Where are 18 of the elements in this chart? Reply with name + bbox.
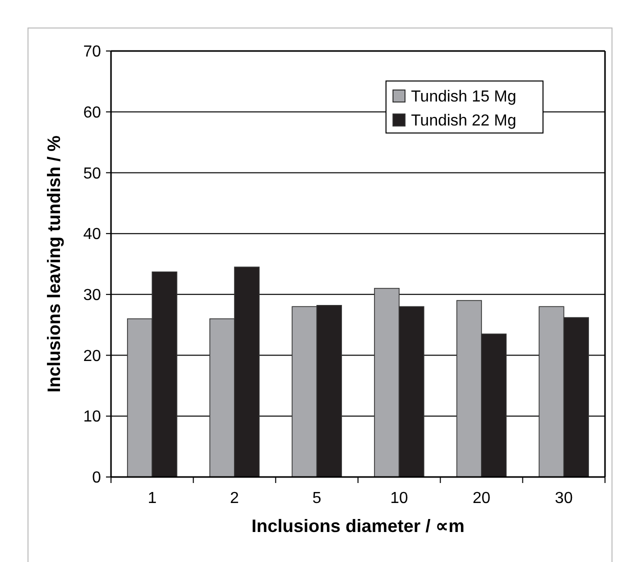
x-tick-label: 10: [390, 490, 408, 507]
x-tick-label: 30: [554, 490, 573, 507]
legend-label: Tundish 22 Mg: [411, 112, 516, 130]
y-tick-label: 0: [92, 470, 102, 487]
x-tick-label: 2: [230, 490, 240, 507]
y-tick-label: 10: [83, 408, 102, 426]
y-axis-title: Inclusions leaving tundish / %: [44, 135, 64, 393]
legend-label: Tundish 15 Mg: [411, 88, 516, 106]
y-tick-label: 20: [83, 348, 102, 365]
y-tick-label: 40: [83, 226, 102, 244]
y-tick-label: 70: [83, 44, 102, 61]
y-tick-label: 50: [83, 165, 102, 182]
y-tick-label: 30: [83, 287, 102, 304]
x-tick-label: 1: [148, 490, 157, 507]
y-tick-label: 60: [83, 104, 102, 122]
x-tick-label: 5: [312, 490, 322, 507]
x-tick-label: 20: [472, 490, 490, 507]
x-axis-title: Inclusions diameter / ∝m: [251, 516, 465, 536]
